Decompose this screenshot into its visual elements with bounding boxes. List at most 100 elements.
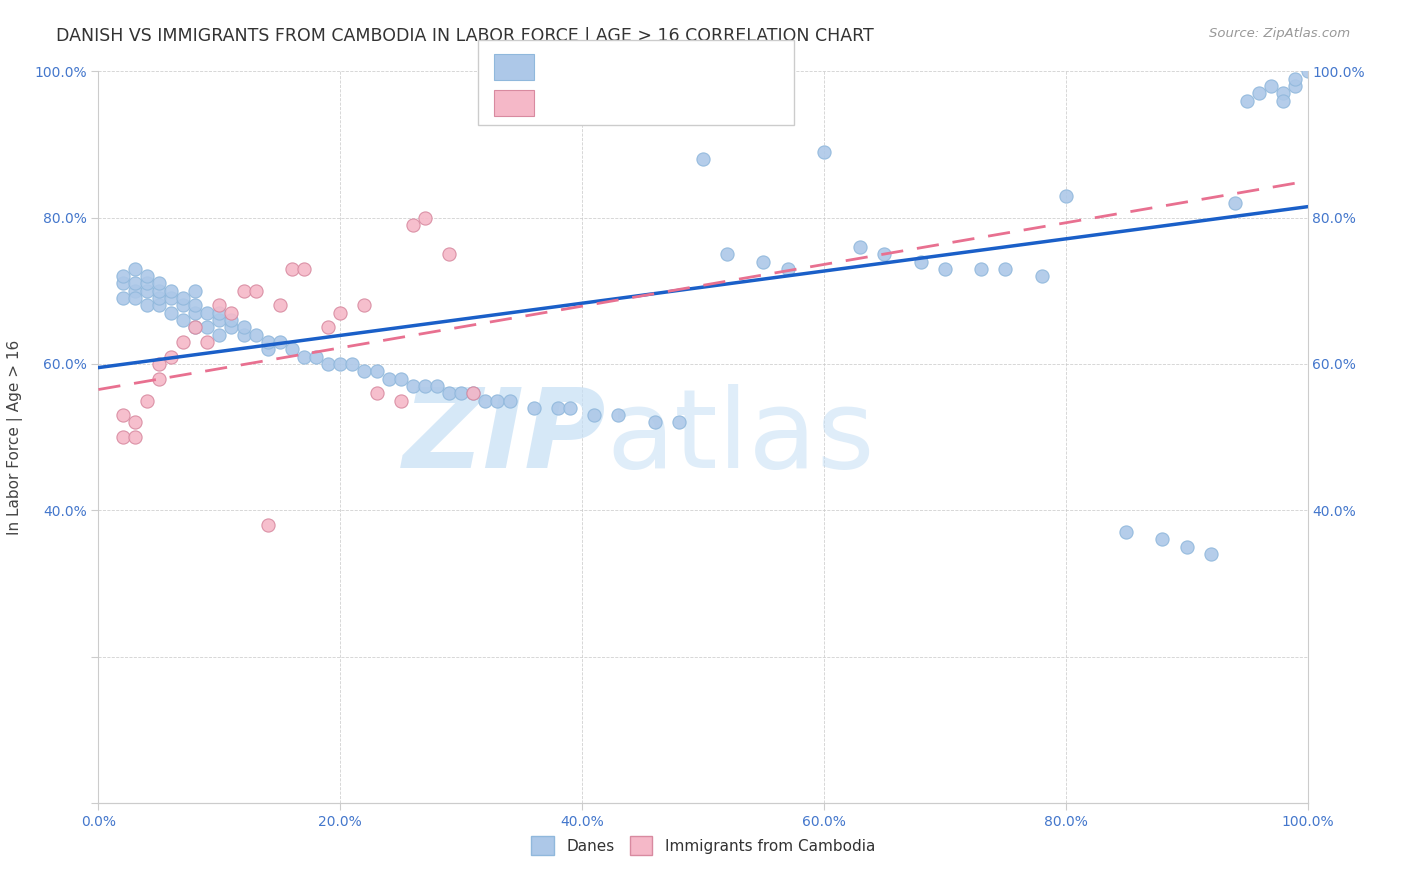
- Point: [245, 327, 267, 342]
- Point: [1272, 94, 1295, 108]
- Point: [776, 261, 799, 276]
- Point: [111, 291, 134, 305]
- Point: [316, 320, 339, 334]
- Point: [208, 313, 231, 327]
- Point: [934, 261, 956, 276]
- Point: [269, 334, 291, 349]
- Point: [523, 401, 546, 415]
- Legend: Danes, Immigrants from Cambodia: Danes, Immigrants from Cambodia: [524, 830, 882, 861]
- Point: [135, 269, 157, 284]
- Point: [316, 357, 339, 371]
- Point: [486, 393, 509, 408]
- Point: [463, 386, 485, 401]
- Point: [148, 277, 170, 291]
- Point: [450, 386, 472, 401]
- Point: [752, 254, 775, 268]
- Point: [281, 261, 304, 276]
- Point: [269, 298, 291, 312]
- Point: [160, 306, 183, 320]
- Point: [221, 320, 243, 334]
- Point: [1115, 525, 1137, 540]
- Point: [148, 284, 170, 298]
- Point: [184, 320, 207, 334]
- Point: [305, 350, 328, 364]
- Point: [1236, 94, 1258, 108]
- Point: [1272, 87, 1295, 101]
- Point: [547, 401, 569, 415]
- Text: ZIP: ZIP: [402, 384, 606, 491]
- Point: [232, 327, 254, 342]
- Point: [402, 379, 425, 393]
- Point: [148, 298, 170, 312]
- Point: [377, 371, 399, 385]
- Text: Source: ZipAtlas.com: Source: ZipAtlas.com: [1209, 27, 1350, 40]
- Point: [135, 284, 157, 298]
- Point: [184, 306, 207, 320]
- Point: [195, 320, 218, 334]
- Point: [124, 416, 146, 430]
- Point: [148, 357, 170, 371]
- Point: [221, 306, 243, 320]
- Text: 28: 28: [686, 94, 707, 109]
- Point: [160, 291, 183, 305]
- Point: [426, 379, 449, 393]
- Point: [232, 320, 254, 334]
- Text: DANISH VS IMMIGRANTS FROM CAMBODIA IN LABOR FORCE | AGE > 16 CORRELATION CHART: DANISH VS IMMIGRANTS FROM CAMBODIA IN LA…: [56, 27, 875, 45]
- Point: [607, 408, 630, 422]
- Point: [437, 247, 460, 261]
- Point: [353, 298, 375, 312]
- Point: [366, 364, 388, 378]
- Point: [208, 298, 231, 312]
- Text: N =: N =: [650, 94, 683, 109]
- Point: [910, 254, 932, 268]
- Point: [389, 371, 412, 385]
- Point: [172, 313, 194, 327]
- Point: [135, 277, 157, 291]
- Point: [366, 386, 388, 401]
- Point: [389, 393, 412, 408]
- Point: [437, 386, 460, 401]
- Point: [124, 430, 146, 444]
- Point: [994, 261, 1017, 276]
- Point: [245, 284, 267, 298]
- Point: [292, 350, 315, 364]
- Point: [111, 269, 134, 284]
- Point: [498, 393, 520, 408]
- Point: [172, 334, 194, 349]
- Point: [184, 284, 207, 298]
- Point: [402, 218, 425, 232]
- Point: [124, 291, 146, 305]
- Text: N =: N =: [650, 58, 683, 73]
- Text: 90: 90: [686, 58, 707, 73]
- Point: [281, 343, 304, 357]
- Point: [184, 320, 207, 334]
- Point: [160, 350, 183, 364]
- Point: [232, 284, 254, 298]
- Text: R =: R =: [541, 58, 575, 73]
- Point: [148, 371, 170, 385]
- Point: [256, 343, 278, 357]
- Point: [413, 211, 436, 225]
- Point: [413, 379, 436, 393]
- Point: [558, 401, 581, 415]
- Point: [124, 284, 146, 298]
- Point: [195, 306, 218, 320]
- Point: [111, 408, 134, 422]
- Point: [160, 284, 183, 298]
- Point: [172, 298, 194, 312]
- Text: atlas: atlas: [606, 384, 875, 491]
- Point: [1284, 71, 1306, 86]
- Text: 0.161: 0.161: [578, 94, 626, 109]
- Point: [1260, 78, 1282, 93]
- Point: [208, 327, 231, 342]
- Point: [256, 334, 278, 349]
- Point: [1284, 78, 1306, 93]
- Point: [148, 291, 170, 305]
- Text: 0.274: 0.274: [578, 58, 626, 73]
- Point: [849, 240, 872, 254]
- Point: [124, 277, 146, 291]
- Point: [1296, 64, 1319, 78]
- Point: [692, 152, 714, 166]
- Point: [111, 430, 134, 444]
- Point: [474, 393, 496, 408]
